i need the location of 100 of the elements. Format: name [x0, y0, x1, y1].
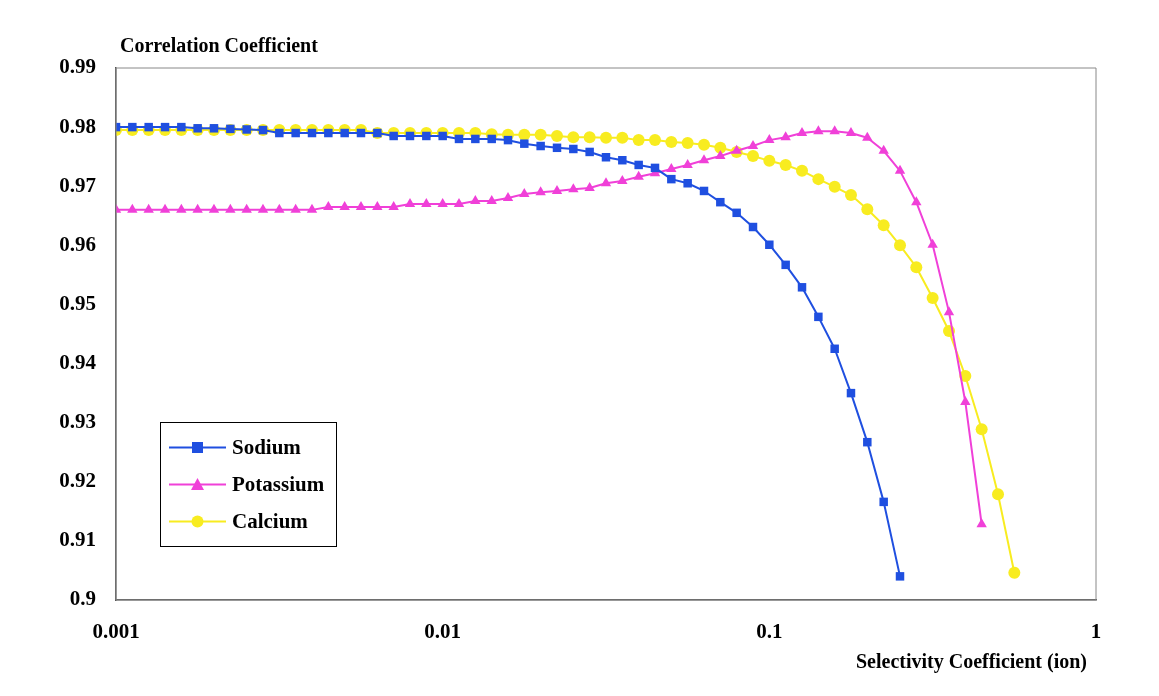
point: [716, 197, 725, 207]
point: [698, 154, 710, 164]
point: [681, 137, 694, 150]
point: [943, 306, 955, 316]
point: [877, 219, 890, 232]
point: [340, 128, 349, 138]
point: [763, 154, 776, 167]
point: [584, 182, 595, 191]
point: [765, 240, 774, 249]
point: [128, 122, 137, 132]
point: [975, 423, 988, 436]
y-tick-label: 0.95: [59, 290, 96, 315]
point: [176, 203, 187, 213]
point: [192, 203, 203, 213]
point: [437, 197, 448, 207]
point: [617, 174, 628, 184]
point: [290, 203, 301, 213]
point: [389, 131, 398, 141]
point: [144, 122, 153, 132]
point: [487, 134, 496, 144]
point: [796, 127, 808, 137]
y-tick-label: 0.94: [59, 349, 97, 374]
point: [453, 197, 465, 207]
point: [649, 134, 662, 147]
point: [747, 150, 760, 163]
y-tick-label: 0.97: [59, 172, 96, 197]
point: [844, 189, 857, 202]
point: [632, 134, 645, 147]
point: [534, 128, 547, 141]
point: [275, 128, 284, 138]
point: [274, 203, 285, 213]
y-tick-label: 0.92: [59, 468, 96, 493]
point: [845, 127, 857, 137]
point: [698, 138, 711, 151]
point: [209, 124, 219, 133]
x-axis-title: Selectivity Coefficient (ion): [855, 650, 1087, 673]
point: [306, 203, 318, 213]
legend-label: Sodium: [232, 435, 301, 460]
point: [143, 203, 154, 213]
y-axis-title: Correlation Coefficient: [120, 34, 318, 57]
point: [894, 239, 907, 252]
point: [878, 144, 889, 154]
point: [812, 173, 825, 186]
point: [225, 203, 236, 213]
point: [421, 197, 432, 207]
point: [193, 124, 202, 133]
point: [894, 164, 906, 174]
point: [536, 141, 545, 151]
point: [599, 131, 612, 144]
point: [828, 180, 841, 193]
point: [355, 200, 367, 210]
legend-label: Calcium: [232, 509, 308, 534]
point: [796, 164, 809, 177]
point: [567, 131, 580, 144]
point: [862, 131, 873, 141]
point: [879, 497, 888, 507]
y-tick-label: 0.96: [59, 231, 96, 256]
point: [502, 192, 514, 202]
point: [814, 312, 823, 322]
point: [781, 260, 790, 270]
point: [323, 200, 334, 210]
x-tick-label: 1: [1090, 619, 1102, 644]
point: [780, 131, 791, 141]
point: [569, 144, 578, 154]
point: [779, 158, 792, 171]
point: [616, 131, 629, 144]
point: [159, 203, 171, 213]
point: [665, 135, 678, 148]
point: [911, 196, 922, 206]
y-tick-label: 0.93: [59, 409, 96, 434]
point: [585, 147, 594, 157]
point: [470, 195, 481, 204]
point: [992, 488, 1004, 501]
point: [208, 203, 220, 213]
point: [519, 187, 530, 197]
legend-label: Potassium: [232, 472, 325, 497]
point: [732, 208, 741, 218]
point: [634, 160, 643, 170]
point: [731, 144, 742, 154]
point: [1008, 566, 1021, 579]
point: [764, 134, 775, 144]
point: [551, 129, 564, 142]
point: [551, 184, 563, 194]
x-tick-label: 0.01: [424, 619, 462, 644]
point: [926, 291, 939, 304]
point: [372, 200, 383, 210]
point: [666, 163, 677, 173]
point: [257, 203, 269, 213]
point: [438, 131, 447, 141]
point: [683, 179, 692, 188]
point: [486, 195, 497, 204]
y-tick-label: 0.98: [59, 113, 96, 138]
point: [747, 140, 759, 150]
point: [324, 128, 333, 138]
point: [797, 283, 807, 292]
point: [241, 203, 252, 213]
point: [601, 153, 611, 162]
y-tick-label: 0.99: [59, 54, 96, 79]
point: [583, 131, 596, 144]
point: [600, 177, 612, 187]
